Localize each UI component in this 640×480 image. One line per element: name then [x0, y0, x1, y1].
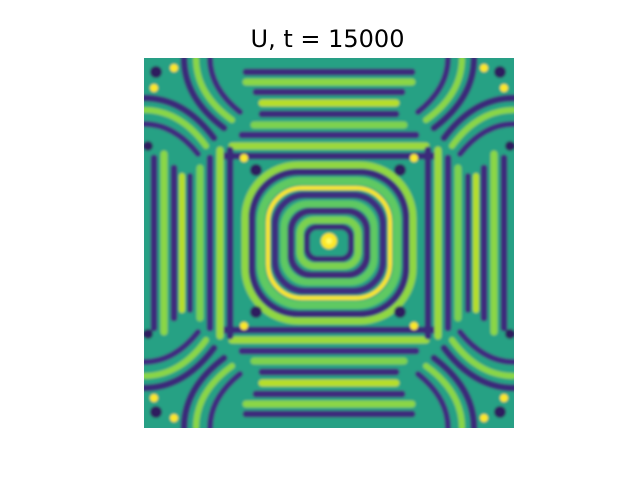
- plot-title: U, t = 15000: [250, 25, 405, 53]
- pattern-layers: [144, 58, 514, 428]
- pattern-svg: [144, 58, 514, 428]
- pattern-image: [144, 58, 514, 428]
